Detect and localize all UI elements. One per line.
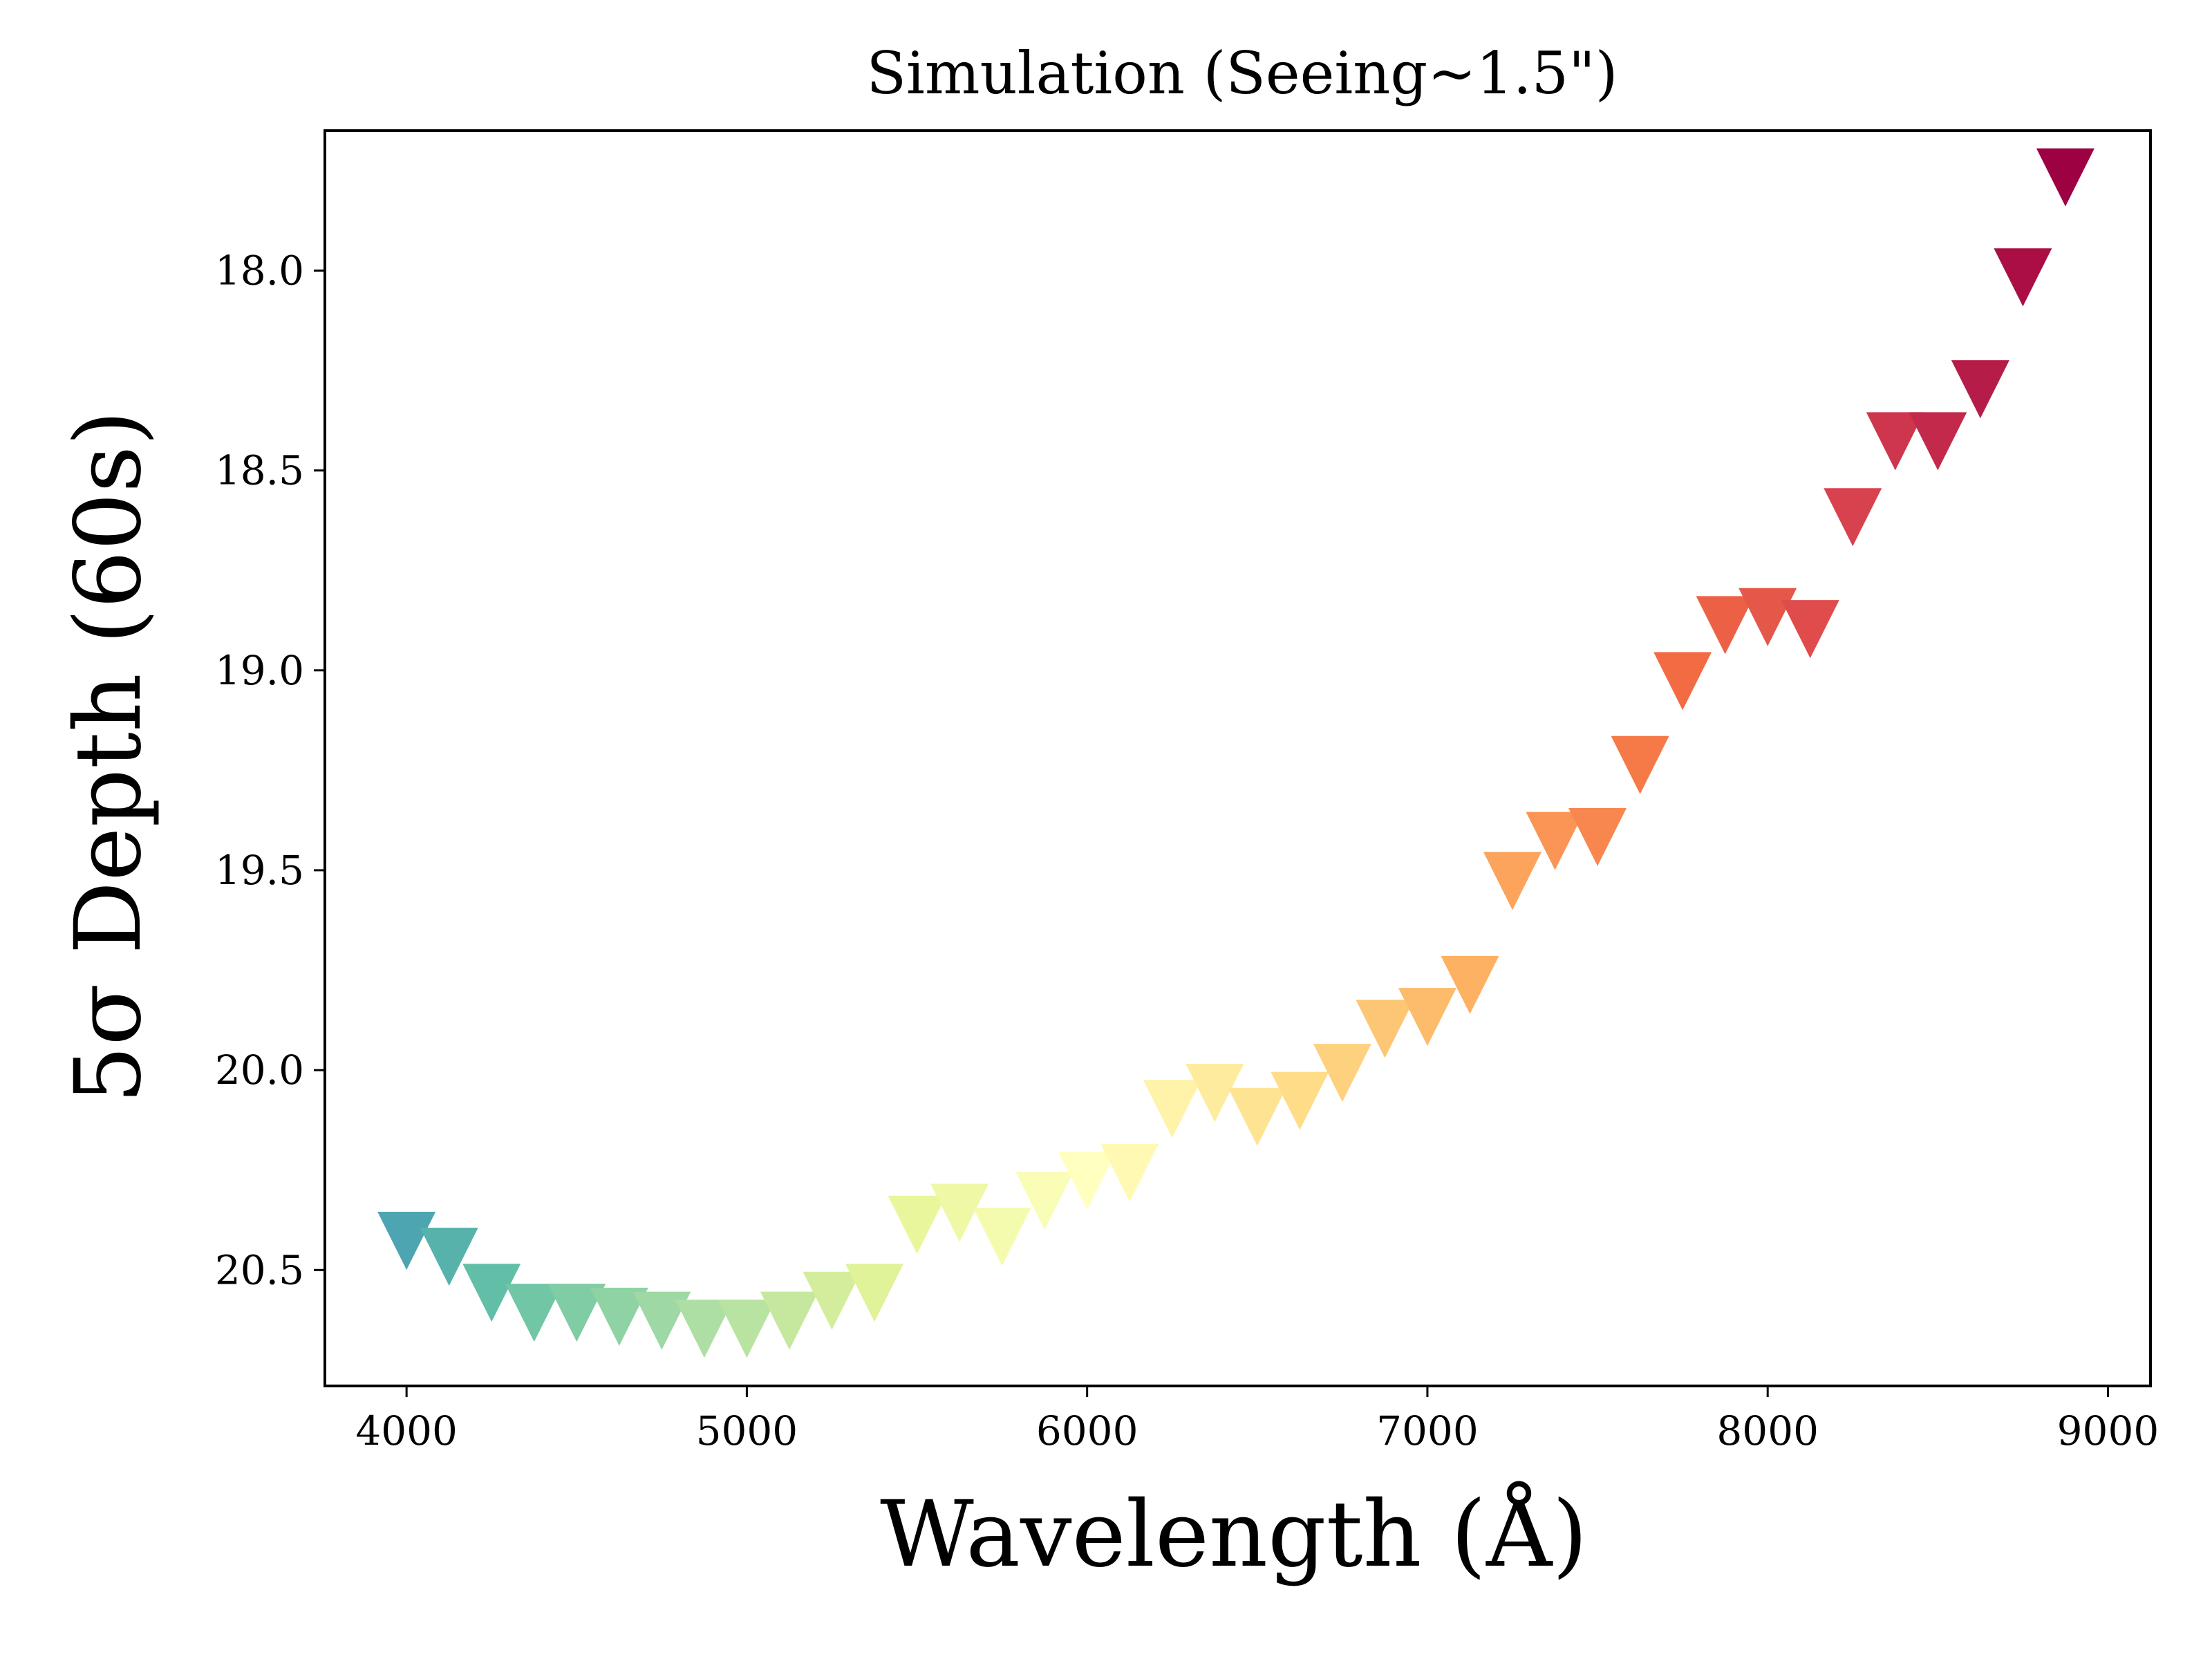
data-point [888, 1195, 946, 1254]
data-point [1738, 588, 1797, 646]
chart-title: Simulation (Seeing~1.5") [867, 39, 1618, 107]
data-point [1781, 600, 1839, 659]
data-point [1398, 988, 1456, 1047]
data-point [718, 1300, 776, 1358]
data-point [1653, 652, 1712, 711]
data-point [590, 1287, 648, 1346]
data-point [845, 1264, 904, 1322]
data-point [1866, 412, 1924, 471]
data-point [1313, 1044, 1371, 1103]
y-tick-label: 18.5 [215, 447, 304, 494]
data-point [1143, 1080, 1201, 1138]
data-point [1100, 1143, 1159, 1202]
data-point [930, 1183, 989, 1242]
y-tick-label: 20.0 [215, 1047, 304, 1094]
data-point [1526, 812, 1584, 870]
data-point [675, 1300, 733, 1358]
x-tick-label: 9000 [2057, 1407, 2159, 1454]
y-axis-label: 5σ Depth (60s) [55, 410, 162, 1103]
x-tick-label: 8000 [1716, 1407, 1819, 1454]
data-point [547, 1284, 606, 1342]
data-point [1185, 1064, 1244, 1123]
data-point [377, 1212, 436, 1271]
x-tick-label: 5000 [696, 1407, 798, 1454]
data-point [760, 1291, 818, 1350]
data-point [1824, 488, 1882, 547]
data-point [632, 1291, 691, 1350]
plot-frame [324, 129, 2152, 1387]
y-tick-label: 18.0 [215, 247, 304, 294]
y-tick-label: 19.0 [215, 647, 304, 694]
data-point [1356, 1000, 1414, 1058]
data-point [1951, 360, 2009, 419]
data-points [377, 148, 2094, 1358]
data-point [420, 1228, 478, 1286]
data-point [1611, 735, 1669, 794]
data-point [1568, 807, 1627, 866]
data-point [1015, 1172, 1074, 1230]
data-point [1483, 852, 1542, 910]
data-point [1441, 955, 1499, 1014]
x-tick-label: 7000 [1376, 1407, 1479, 1454]
data-point [973, 1208, 1031, 1266]
x-tick-label: 4000 [355, 1407, 458, 1454]
x-axis-label: Wavelength (Å) [880, 1480, 1588, 1588]
data-point [1909, 412, 1967, 471]
data-point [803, 1271, 861, 1330]
data-point [505, 1284, 563, 1342]
x-tick-label: 6000 [1036, 1407, 1138, 1454]
data-point [1994, 248, 2052, 307]
data-point [1228, 1087, 1286, 1146]
x-axis: 4000 5000 6000 7000 8000 9000 [355, 1386, 2159, 1454]
data-point [462, 1264, 521, 1322]
data-point [1058, 1152, 1116, 1210]
y-tick-label: 20.5 [215, 1246, 304, 1293]
data-point [2036, 148, 2094, 207]
y-tick-label: 19.5 [215, 847, 304, 894]
data-point [1271, 1071, 1329, 1130]
data-point [1696, 596, 1754, 655]
y-axis: 18.0 18.5 19.0 19.5 20.0 20.5 [215, 247, 325, 1293]
